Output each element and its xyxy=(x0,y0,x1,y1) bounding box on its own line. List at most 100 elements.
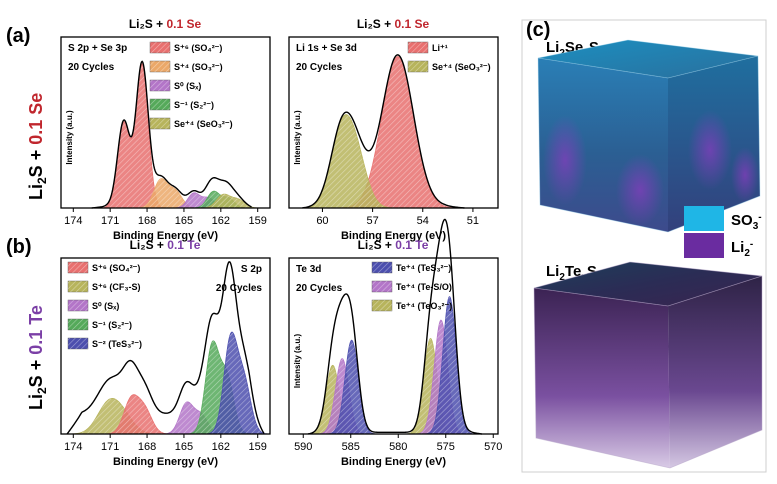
annotation-a-right-0: Li 1s + Se 3d xyxy=(296,43,357,54)
panel-label-c: (c) xyxy=(526,19,550,41)
plot-frame-b-right xyxy=(288,257,499,435)
panel-label-a: (a) xyxy=(6,25,30,47)
x-tick-label-a-left-1: 171 xyxy=(101,215,119,227)
x-axis-label-b-left: Binding Energy (eV) xyxy=(113,456,218,468)
legend-swatch-hatch-a-left-4 xyxy=(150,118,170,129)
x-axis-label-a-left: Binding Energy (eV) xyxy=(113,230,218,242)
legend-swatch-li2 xyxy=(684,233,724,258)
x-tick-label-b-left-3: 165 xyxy=(175,441,193,453)
legend-label-b-right-0: Te⁺⁴ (TeS₃²⁻) xyxy=(396,263,451,273)
legend-label-b-left-2: S⁰ (Sₓ) xyxy=(92,301,119,311)
x-tick-label-b-left-0: 174 xyxy=(64,441,82,453)
legend-label-b-left-1: S⁺⁶ (CF₃-S) xyxy=(92,282,141,292)
legend-label-a-left-3: S⁻¹ (S₂²⁻) xyxy=(174,100,214,110)
legend-swatch-hatch-a-left-2 xyxy=(150,80,170,91)
annotation-a-left-1: 20 Cycles xyxy=(68,62,115,73)
annotation-b-left-1: 20 Cycles xyxy=(216,283,263,294)
x-axis-label-b-right: Binding Energy (eV) xyxy=(341,456,446,468)
chart-title-b-right: Li₂S + 0.1 Te xyxy=(358,238,429,252)
legend-label-a-right-1: Se⁺⁴ (SeO₃²⁻) xyxy=(432,62,491,72)
chart-a-right: 60 57 54 51 Binding Energy (eV) Intensity (a.… xyxy=(288,17,499,242)
y-axis-label-a-left: Intensity (a.u.) xyxy=(65,110,74,165)
x-tick-label-a-left-2: 168 xyxy=(138,215,156,227)
chart-b-left: 174 171 168 165 162 159 Binding Energy (eV) Li₂… xyxy=(60,238,271,468)
annotation-b-right-1: 20 Cycles xyxy=(296,283,343,294)
x-tick-label-b-left-4: 162 xyxy=(212,441,230,453)
peak-hatch-a-right-1 xyxy=(289,114,498,208)
x-tick-label-b-left-1: 171 xyxy=(101,441,119,453)
cube-top xyxy=(537,39,761,233)
chart-title-a-left: Li₂S + 0.1 Se xyxy=(129,17,202,31)
plot-frame-b-left xyxy=(60,257,271,435)
y-axis-label-a-right: Intensity (a.u.) xyxy=(293,110,302,165)
x-axis-label-a-right: Binding Energy (eV) xyxy=(341,230,446,242)
chart-title-a-right: Li₂S + 0.1 Se xyxy=(357,17,430,31)
x-tick-label-a-left-5: 159 xyxy=(249,215,267,227)
legend-label-a-left-2: S⁰ (Sₓ) xyxy=(174,81,201,91)
legend-swatch-hatch-a-left-0 xyxy=(150,42,170,53)
peak-hatch-a-right-0 xyxy=(289,56,498,208)
x-tick-label-a-left-4: 162 xyxy=(212,215,230,227)
legend-label-b-right-2: Te⁺⁴ (TeO₃²⁻) xyxy=(396,301,452,311)
panel-label-b: (b) xyxy=(6,236,32,258)
legend-swatch-hatch-b-left-2 xyxy=(68,300,88,311)
x-tick-label-a-left-0: 174 xyxy=(64,215,82,227)
legend-swatch-so3 xyxy=(684,206,724,231)
cube-panel: Li2SexSy SO3- Li2- Li2TexSy xyxy=(521,19,767,473)
chart-title-b-left: Li₂S + 0.1 Te xyxy=(130,238,201,252)
x-tick-label-b-right-4: 570 xyxy=(484,441,502,453)
cube-bottom xyxy=(533,261,763,469)
legend-swatch-hatch-b-right-0 xyxy=(372,262,392,273)
peak-b-right-2 xyxy=(289,296,498,435)
legend-label-a-right-0: Li⁺¹ xyxy=(432,43,448,53)
row-a-side-label: Li2S + 0.1 Se xyxy=(26,93,49,200)
envelope-a-right xyxy=(302,54,465,209)
peak-hatch-b-left-4 xyxy=(61,332,270,434)
legend-label-b-left-0: S⁺⁶ (SO₄²⁻) xyxy=(92,263,140,273)
x-tick-label-b-right-0: 590 xyxy=(294,441,312,453)
envelope-a-left xyxy=(91,60,252,209)
x-tick-label-b-right-2: 580 xyxy=(389,441,407,453)
x-tick-label-a-right-3: 51 xyxy=(467,215,479,227)
plot-frame-a-right xyxy=(288,36,499,209)
xps-charts: 174 171 168 165 162 159 Binding Energy (eV) Int… xyxy=(60,17,502,468)
annotation-b-left-0: S 2p xyxy=(241,264,262,275)
legend-label-b-left-3: S⁻¹ (S₂²⁻) xyxy=(92,320,132,330)
peak-hatch-b-left-0 xyxy=(61,398,270,434)
legend-label-a-left-0: S⁺⁶ (SO₄²⁻) xyxy=(174,43,222,53)
cube-legend: SO3- Li2- xyxy=(684,206,762,259)
legend-label-b-right-1: Te⁺⁴ (Te-S/O) xyxy=(396,282,452,292)
legend-swatch-hatch-b-left-1 xyxy=(68,281,88,292)
legend-swatch-hatch-b-left-0 xyxy=(68,262,88,273)
legend-swatch-hatch-b-left-3 xyxy=(68,319,88,330)
x-tick-label-a-left-3: 165 xyxy=(175,215,193,227)
x-tick-label-b-left-2: 168 xyxy=(138,441,156,453)
envelope-b-right xyxy=(307,218,482,435)
legend-swatch-hatch-a-left-3 xyxy=(150,99,170,110)
legend-swatch-hatch-a-right-1 xyxy=(408,61,428,72)
legend-swatch-hatch-b-right-1 xyxy=(372,281,392,292)
chart-a-left: 174 171 168 165 162 159 Binding Energy (eV) Int… xyxy=(60,17,271,242)
plot-frame-a-left xyxy=(60,36,271,209)
row-b-side-label: Li2S + 0.1 Te xyxy=(26,305,49,410)
legend-label-a-left-1: S⁺⁴ (SO₃²⁻) xyxy=(174,62,223,72)
legend-label-li2: Li2- xyxy=(731,239,753,259)
x-tick-label-a-right-1: 57 xyxy=(366,215,378,227)
envelope-b-left xyxy=(66,261,265,435)
y-axis-label-b-right: Intensity (a.u.) xyxy=(293,334,302,389)
peak-hatch-a-left-1 xyxy=(61,178,270,208)
legend-label-so3: SO3- xyxy=(731,212,762,232)
annotation-a-right-1: 20 Cycles xyxy=(296,62,343,73)
peak-hatch-a-left-4 xyxy=(61,194,270,208)
legend-label-b-left-4: S⁻² (TeS₃²⁻) xyxy=(92,339,142,349)
x-tick-label-a-right-2: 54 xyxy=(417,215,429,227)
x-tick-label-b-left-5: 159 xyxy=(249,441,267,453)
x-tick-label-b-right-1: 585 xyxy=(342,441,360,453)
cube-panel-border xyxy=(521,19,767,473)
legend-swatch-hatch-a-right-0 xyxy=(408,42,428,53)
peak-hatch-b-right-2 xyxy=(289,296,498,434)
x-tick-label-a-right-0: 60 xyxy=(316,215,328,227)
annotation-a-left-0: S 2p + Se 3p xyxy=(68,43,127,54)
legend-swatch-hatch-a-left-1 xyxy=(150,61,170,72)
